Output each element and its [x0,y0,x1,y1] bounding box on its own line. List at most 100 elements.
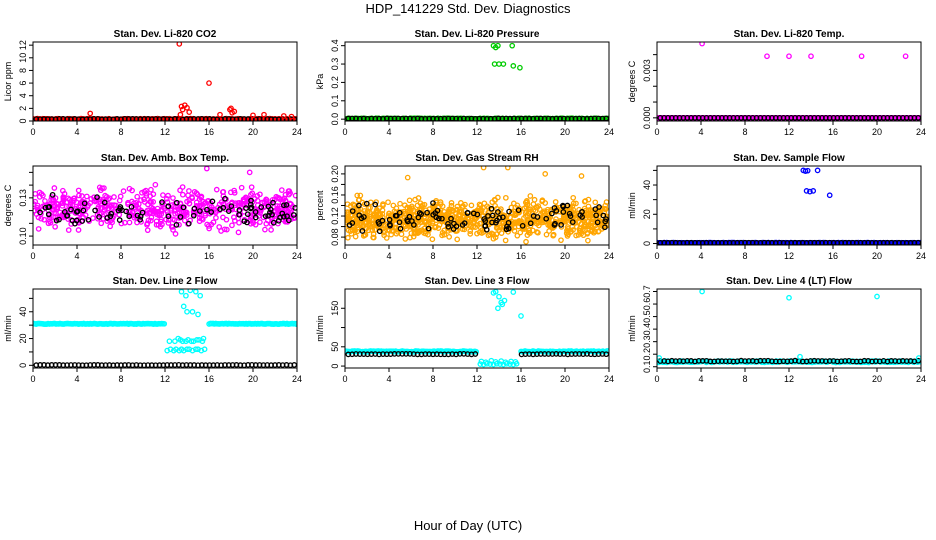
reference-point [283,202,290,208]
y-tick-label: 150 [330,301,340,316]
outlier-point [231,108,238,115]
outlier-point [172,338,178,345]
cloud-point [589,227,596,233]
cloud-point [437,199,444,205]
y-axis-label: Licor ppm [3,62,13,102]
reference-point [418,211,425,217]
cloud-point [120,188,127,194]
cloud-point [550,232,556,239]
outlier-point [200,335,207,342]
reference-point [450,226,457,232]
panel-7: Stan. Dev. Line 2 Flow ml/min 0 4 8 12 16 20 24 0… [3,276,302,384]
cloud-point [252,221,259,228]
cloud-point [269,197,276,203]
reference-point [445,220,451,227]
cloud-point [199,216,206,223]
cloud-point [411,230,418,237]
x-tick-label: 8 [118,251,123,261]
reference-point [270,219,277,226]
cloud-point [90,215,96,221]
cloud-point [354,192,361,199]
outlier-point [185,337,191,343]
cloud-point [263,220,270,227]
reference-point [137,216,143,223]
cloud-point [493,231,500,238]
baseline-point [161,320,168,327]
reference-point [117,204,124,210]
reference-point [42,204,49,211]
x-tick-label: 12 [160,127,170,137]
cloud-point [543,231,550,238]
y-tick-label: 40 [18,307,28,317]
reference-point [159,199,165,205]
x-tick-label: 24 [292,127,302,137]
cloud-point [573,200,579,207]
reference-point [123,208,130,215]
x-tick-label: 0 [654,374,659,384]
reference-point [236,207,243,213]
cloud-point [91,194,97,201]
outlier-point [192,346,199,353]
cloud-point [36,189,43,196]
reference-point [173,222,180,228]
baseline-point [917,114,921,121]
outlier-point [902,53,909,60]
x-tick-label: 20 [560,127,570,137]
cloud-point [379,211,386,217]
outlier-point [803,188,810,194]
data-points [33,289,297,368]
reference-point [79,218,86,224]
reference-point [485,213,491,219]
outlier-point [192,289,199,295]
cloud-point [524,197,530,204]
outlier-point [492,358,499,365]
cloud-point [582,221,588,228]
cloud-point [274,206,281,213]
data-points [345,42,609,121]
outlier-point [502,359,509,366]
cloud-point [79,193,85,199]
cloud-point [133,199,139,206]
reference-point [225,208,232,215]
y-tick-label: 0.2 [642,348,652,361]
cloud-point [393,205,400,212]
reference-point [543,215,550,222]
cloud-point [220,214,226,221]
cloud-point [65,227,72,233]
cloud-point [98,220,105,227]
reference-point [483,226,490,233]
reference-point [284,213,290,220]
panel-5: Stan. Dev. Gas Stream RH percent 0 4 8 12 16 20… [315,153,614,261]
baseline-point [293,116,297,121]
x-tick-label: 4 [74,251,79,261]
cloud-point [278,187,285,193]
reference-point [603,216,609,222]
cloud-point [397,200,403,207]
reference-point [560,209,567,215]
reference-point [165,203,172,210]
reference-point [464,210,471,216]
reference-point [376,228,383,235]
reference-point [376,220,383,227]
outlier-point [512,358,519,365]
x-tick-label: 12 [472,374,482,384]
cloud-point [354,228,361,235]
reference-point [291,362,297,368]
reference-point [579,214,585,220]
y-tick-label: 0.20 [330,165,340,183]
reference-point [579,209,585,215]
x-tick-label: 24 [604,374,614,384]
cloud-point [59,200,66,206]
reference-point [134,212,141,219]
x-tick-label: 12 [160,251,170,261]
cloud-point [574,215,581,222]
x-tick-label: 12 [784,251,794,261]
reference-point [519,222,526,229]
outlier-point [496,61,502,67]
x-tick-label: 4 [386,374,391,384]
reference-point [500,214,506,221]
cloud-point [261,199,268,205]
outlier-point [858,53,865,60]
cloud-point [33,198,39,205]
cloud-point [148,217,154,224]
